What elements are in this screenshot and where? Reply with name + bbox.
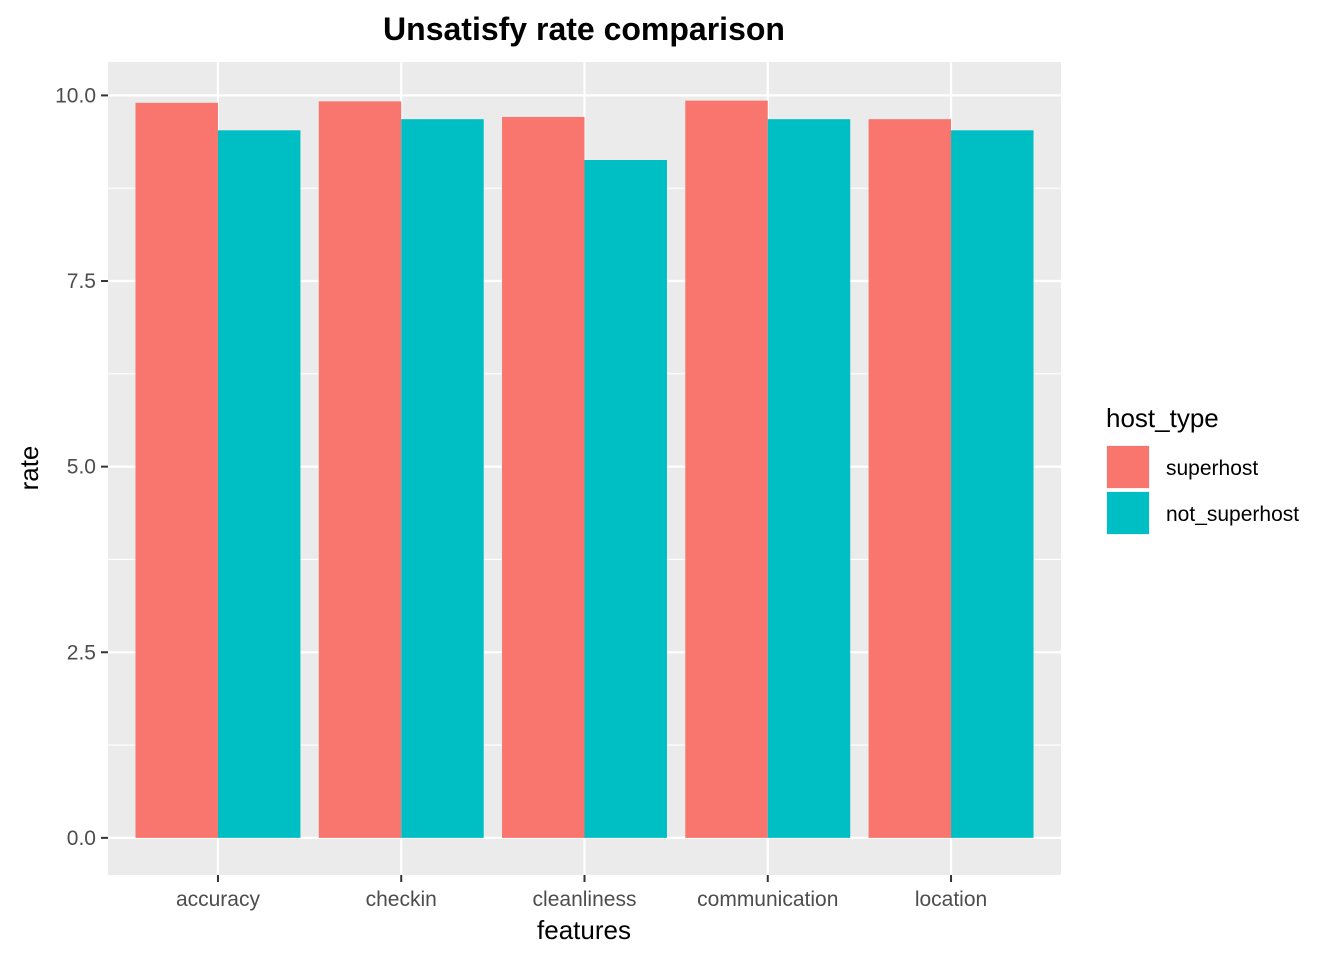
bar-not_superhost-communication (767, 119, 851, 838)
x-tick-label: communication (697, 888, 838, 911)
y-tick-label: 10.0 (55, 84, 96, 107)
x-tick-label: cleanliness (533, 888, 637, 911)
legend-label-not_superhost: not_superhost (1166, 503, 1299, 526)
bar-not_superhost-accuracy (217, 130, 301, 838)
bar-not_superhost-checkin (401, 119, 484, 838)
bar-superhost-cleanliness (502, 116, 585, 838)
x-axis: accuracy checkin cleanliness communication l… (176, 875, 987, 911)
bar-not_superhost-location (951, 130, 1034, 838)
y-tick-label: 0.0 (67, 827, 96, 850)
bar-not_superhost-cleanliness (584, 160, 667, 838)
y-axis: 0.0 2.5 5.0 7.5 10.0 (55, 84, 108, 850)
legend-title: host_type (1106, 403, 1219, 433)
x-tick-label: accuracy (176, 888, 261, 911)
y-tick-label: 7.5 (67, 270, 96, 293)
bar-superhost-checkin (318, 101, 402, 838)
y-tick-label: 5.0 (67, 456, 96, 479)
legend: host_type superhost not_superhost (1106, 403, 1299, 535)
y-tick-label: 2.5 (67, 641, 96, 664)
legend-swatch-not_superhost (1107, 492, 1149, 534)
bar-superhost-location (868, 119, 952, 838)
chart-title: Unsatisfy rate comparison (383, 11, 785, 47)
legend-label-superhost: superhost (1166, 457, 1258, 480)
y-axis-title: rate (14, 446, 44, 491)
bar-superhost-accuracy (135, 102, 218, 838)
bars-group (135, 100, 1034, 838)
x-tick-label: checkin (366, 888, 437, 911)
bar-superhost-communication (685, 100, 768, 838)
x-tick-label: location (915, 888, 987, 911)
x-axis-title: features (537, 915, 631, 945)
legend-swatch-superhost (1107, 446, 1149, 488)
